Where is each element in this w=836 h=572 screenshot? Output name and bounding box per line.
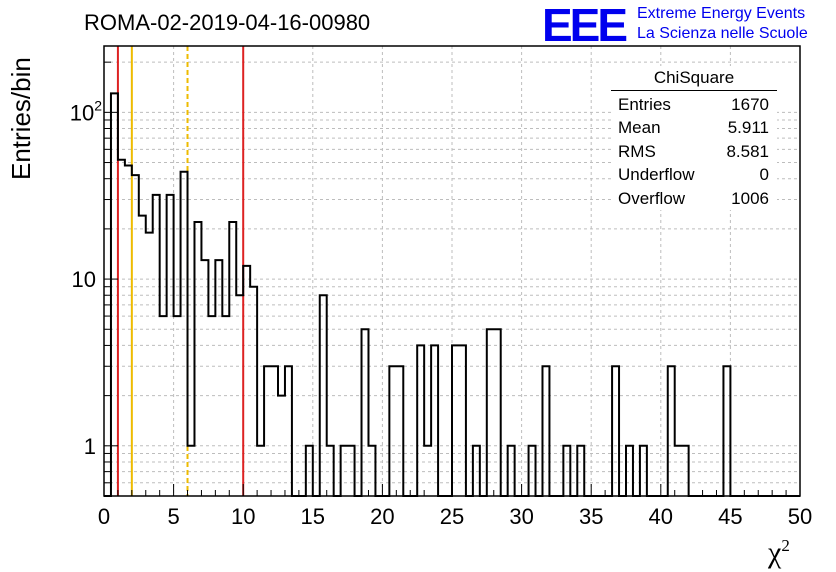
axis-ticks: 0 5 10 15 20 25 30 35 40 45 50 1 10 102: [70, 61, 812, 529]
eee-logo: EEE: [542, 0, 628, 51]
stats-label: Overflow: [618, 188, 686, 208]
run-title: ROMA-02-2019-04-16-00980: [84, 10, 371, 35]
stats-value: 0: [759, 165, 769, 185]
stats-value: 1670: [731, 95, 769, 114]
stats-title: ChiSquare: [611, 66, 777, 91]
y-tick-label: 10: [72, 267, 96, 292]
histogram-series: [104, 92, 800, 497]
x-tick-label: 20: [370, 504, 394, 529]
x-tick-label: 10: [231, 504, 255, 529]
logo-caption: Extreme Energy Events La Scienza nelle S…: [637, 4, 808, 44]
x-tick-label: 5: [167, 504, 179, 529]
x-tick-label: 45: [718, 504, 742, 529]
stats-row-mean: Mean 5.911: [611, 116, 777, 139]
y-tick-label: 102: [70, 97, 102, 125]
stats-row-overflow: Overflow 1006: [611, 187, 777, 210]
logo-line2: La Scienza nelle Scuole: [637, 25, 808, 42]
logo-line1: Extreme Energy Events: [637, 5, 806, 22]
x-tick-label: 50: [788, 504, 812, 529]
stats-label: Mean: [618, 118, 661, 138]
stats-label: Underflow: [618, 165, 695, 185]
x-tick-label: 35: [579, 504, 603, 529]
x-tick-label: 0: [98, 504, 110, 529]
stats-label: RMS: [618, 141, 656, 161]
x-axis-label: χ2: [768, 536, 790, 569]
stats-row-underflow: Underflow 0: [611, 163, 777, 186]
stats-row-rms: RMS 8.581: [611, 140, 777, 163]
x-tick-label: 30: [509, 504, 533, 529]
stats-box: ChiSquare Entries 1670 Mean 5.911 RMS 8.…: [611, 66, 777, 210]
stats-value: 1006: [731, 188, 769, 208]
x-tick-label: 15: [301, 504, 325, 529]
stats-row-entries: Entries 1670: [611, 93, 777, 116]
stats-value: 8.581: [726, 141, 769, 161]
y-tick-label: 1: [84, 434, 96, 459]
x-tick-label: 40: [649, 504, 673, 529]
stats-label: Entries: [618, 95, 671, 114]
y-axis-label: Entries/bin: [6, 57, 36, 180]
stats-value: 5.911: [727, 118, 769, 138]
x-tick-label: 25: [440, 504, 464, 529]
